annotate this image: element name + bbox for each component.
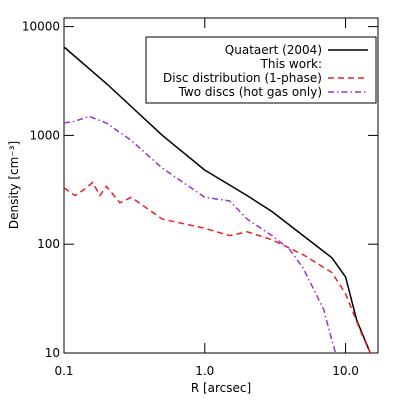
y-tick-label: 1000	[29, 128, 60, 142]
series-line	[63, 181, 371, 354]
x-tick-label: 0.1	[54, 364, 73, 378]
x-tick-label: 10.0	[332, 364, 359, 378]
legend-label: Disc distribution (1-phase)	[163, 71, 322, 85]
series-line	[63, 115, 337, 354]
x-tick-label: 1.0	[195, 364, 214, 378]
series-line	[63, 46, 371, 354]
y-tick-label: 10000	[22, 20, 60, 34]
legend-label: Two discs (hot gas only)	[178, 85, 322, 99]
y-axis-label: Density [cm⁻³]	[7, 141, 21, 229]
x-axis-label: R [arcsec]	[191, 381, 251, 395]
y-tick-label: 100	[37, 237, 60, 251]
plot-frame	[63, 17, 379, 354]
y-tick-label: 10	[45, 346, 60, 360]
legend-label: This work:	[260, 57, 322, 71]
legend-label: Quataert (2004)	[225, 43, 322, 57]
